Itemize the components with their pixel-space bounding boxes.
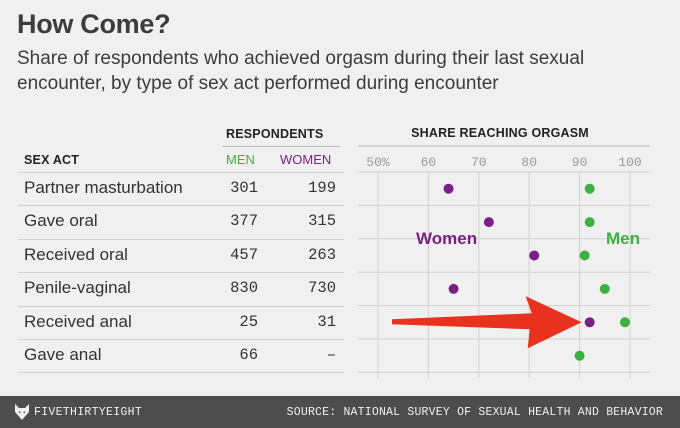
women-dot: [529, 250, 540, 261]
men-dot: [579, 250, 590, 261]
women-dot: [584, 317, 595, 328]
men-dot: [584, 217, 595, 228]
table-row-divider: [18, 372, 344, 374]
women-count: –: [326, 346, 336, 364]
men-dot: [574, 350, 585, 361]
women-count: 730: [308, 279, 336, 298]
row-label: Gave anal: [24, 345, 102, 364]
men-count: 377: [230, 212, 258, 231]
respondents-underline: [222, 146, 340, 147]
women-header: WOMEN: [280, 152, 332, 167]
men-series-label: Men: [606, 229, 640, 248]
chart-title-label: SHARE REACHING ORGASM: [411, 126, 589, 140]
sex-act-header: SEX ACT: [24, 153, 80, 167]
footer-bar: FIVETHIRTYEIGHT SOURCE: NATIONAL SURVEY …: [0, 396, 680, 428]
x-tick-label: 100: [618, 155, 641, 170]
row-label: Partner masturbation: [24, 178, 183, 197]
table-row-divider: [18, 272, 344, 274]
orgasm-dot-chart: SHARE REACHING ORGASM 50% 60 70 80 90 100 Women…: [358, 126, 650, 378]
x-tick-label: 80: [521, 155, 537, 170]
men-count: 25: [239, 312, 258, 331]
x-tick-label: 50%: [366, 155, 390, 170]
table-row-divider: [18, 238, 344, 240]
table-row-divider: [18, 172, 344, 173]
chart-subtitle: Share of respondents who achieved orgasm…: [17, 48, 585, 94]
men-header: MEN: [226, 152, 255, 167]
women-series-label: Women: [416, 229, 477, 248]
fivethirtyeight-fox-icon: [15, 404, 29, 420]
women-dot: [483, 217, 494, 228]
men-count: 457: [230, 245, 258, 264]
men-dot: [619, 317, 630, 328]
table-row-divider: [18, 339, 344, 340]
men-count: 301: [230, 179, 258, 197]
men-dot: [584, 183, 595, 194]
footer-source: SOURCE: NATIONAL SURVEY OF SEXUAL HEALTH…: [286, 406, 663, 419]
men-dot: [599, 283, 610, 294]
table-row-divider: [18, 205, 344, 207]
women-count: 263: [308, 245, 336, 264]
row-label: Gave oral: [24, 211, 98, 231]
table-row-divider: [18, 305, 344, 307]
men-count: 830: [230, 279, 258, 298]
row-label: Received anal: [24, 311, 132, 331]
row-label: Received oral: [24, 244, 128, 264]
annotation-arrow: [392, 296, 582, 349]
women-count: 31: [317, 312, 336, 331]
respondents-header: RESPONDENTS: [226, 127, 324, 141]
women-dot: [448, 283, 459, 294]
x-tick-label: 90: [572, 155, 588, 170]
women-dot: [443, 183, 454, 194]
x-tick-label: 60: [421, 155, 437, 170]
x-tick-label: 70: [471, 155, 487, 170]
women-count: 199: [308, 179, 336, 197]
women-count: 315: [308, 212, 336, 231]
row-label: Penile-vaginal: [24, 278, 131, 298]
footer-brand: FIVETHIRTYEIGHT: [34, 406, 143, 419]
men-count: 66: [239, 346, 258, 364]
chart-title: How Come?: [17, 9, 171, 39]
